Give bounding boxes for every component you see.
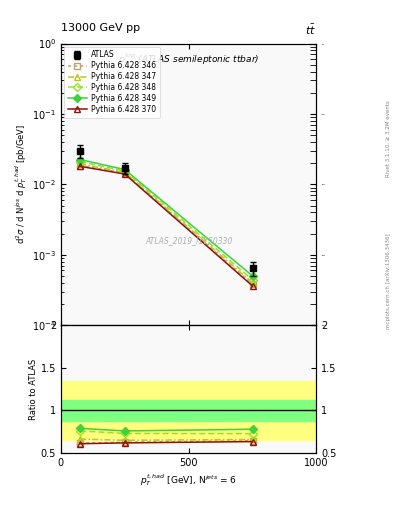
Line: Pythia 6.428 370: Pythia 6.428 370 <box>77 163 255 289</box>
Text: mcplots.cern.ch [arXiv:1306.3436]: mcplots.cern.ch [arXiv:1306.3436] <box>386 234 391 329</box>
Pythia 6.428 348 <box>123 168 127 174</box>
Y-axis label: Ratio to ATLAS: Ratio to ATLAS <box>29 358 38 420</box>
Pythia 6.428 347 <box>78 161 83 167</box>
Pythia 6.428 370 <box>78 163 83 169</box>
Y-axis label: d$^2\sigma$ / d N$^{jos}$ d $p_T^{t,had}$ [pb/GeV]: d$^2\sigma$ / d N$^{jos}$ d $p_T^{t,had}… <box>13 124 29 244</box>
Line: Pythia 6.428 348: Pythia 6.428 348 <box>77 159 255 283</box>
Pythia 6.428 349 <box>78 157 83 163</box>
X-axis label: $p_T^{t,had}$ [GeV], N$^{jets}$ = 6: $p_T^{t,had}$ [GeV], N$^{jets}$ = 6 <box>140 472 237 488</box>
Text: 13000 GeV pp: 13000 GeV pp <box>61 23 140 33</box>
Pythia 6.428 370 <box>250 283 255 289</box>
Line: Pythia 6.428 346: Pythia 6.428 346 <box>77 163 255 287</box>
Pythia 6.428 346 <box>250 281 255 287</box>
Text: $t\bar{t}$: $t\bar{t}$ <box>305 23 316 37</box>
Pythia 6.428 347 <box>123 169 127 176</box>
Pythia 6.428 370 <box>123 171 127 177</box>
Text: Rivet 3.1.10, ≥ 3.2M events: Rivet 3.1.10, ≥ 3.2M events <box>386 100 391 177</box>
Text: $p_T^{top}$ (ATLAS semileptonic ttbar): $p_T^{top}$ (ATLAS semileptonic ttbar) <box>118 52 259 68</box>
Line: Pythia 6.428 347: Pythia 6.428 347 <box>77 161 255 286</box>
Legend: ATLAS, Pythia 6.428 346, Pythia 6.428 347, Pythia 6.428 348, Pythia 6.428 349, P: ATLAS, Pythia 6.428 346, Pythia 6.428 34… <box>64 47 160 118</box>
Pythia 6.428 349 <box>250 273 255 279</box>
Pythia 6.428 346 <box>123 170 127 176</box>
Text: ATLAS_2019_I1750330: ATLAS_2019_I1750330 <box>145 236 232 245</box>
Pythia 6.428 349 <box>123 166 127 173</box>
Pythia 6.428 348 <box>250 277 255 283</box>
Pythia 6.428 348 <box>78 159 83 165</box>
Pythia 6.428 347 <box>250 280 255 286</box>
Pythia 6.428 346 <box>78 162 83 168</box>
Line: Pythia 6.428 349: Pythia 6.428 349 <box>77 157 255 279</box>
